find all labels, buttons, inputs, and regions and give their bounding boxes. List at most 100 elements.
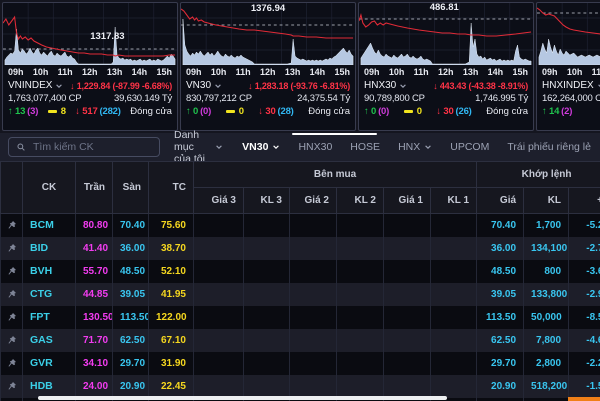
sub-col-header[interactable]: Giá 3 — [193, 187, 244, 214]
index-panel-hnxindex[interactable]: 09h10h11h12h13h14h15hHNXINDEX162,264,000… — [536, 2, 600, 131]
bottom-right-accent — [568, 397, 600, 401]
tab-label: Trái phiếu riêng lẻ — [507, 141, 591, 153]
matched-price-cell: 20.90 — [476, 374, 525, 398]
ticker-cell[interactable]: BVH — [22, 259, 76, 283]
ticker-cell[interactable]: BID — [22, 236, 76, 260]
search-box[interactable] — [8, 137, 160, 157]
index-panel-vnindex[interactable]: 1317.83 09h 10h 11h 12h 13h 14h 15h VNINDEX ↓ 1,2… — [2, 2, 178, 131]
decliners-stat: ↓ 30 (26) — [436, 106, 472, 117]
tab-upcom[interactable]: UPCOM — [441, 133, 498, 161]
tab-hose[interactable]: HOSE — [341, 133, 389, 161]
col-header-ceiling[interactable]: Trần — [75, 161, 113, 214]
pin-icon — [8, 381, 16, 390]
bid-cell — [383, 282, 431, 306]
unchanged-stat: 0 — [403, 106, 422, 117]
tab-vn30[interactable]: VN30 — [233, 133, 289, 161]
reference-cell: 41.95 — [148, 282, 194, 306]
pin-button[interactable] — [0, 236, 23, 260]
index-name[interactable]: VN30 — [186, 80, 222, 91]
bid-cell — [336, 351, 384, 375]
pin-button[interactable] — [0, 282, 23, 306]
axis-label: 12h — [437, 66, 454, 77]
bid-cell — [243, 213, 290, 237]
sub-col-header[interactable]: Giá — [476, 187, 525, 214]
index-charts-row: 1317.83 09h 10h 11h 12h 13h 14h 15h VNINDEX ↓ 1,2… — [0, 0, 600, 133]
pin-button[interactable] — [0, 374, 23, 398]
time-axis: 09h 10h 11h 12h 13h 14h 15h — [181, 65, 355, 78]
unchanged-stat: 0 — [225, 106, 244, 117]
tab-label: VN30 — [242, 141, 269, 153]
reference-cell: 22.45 — [148, 374, 194, 398]
board-tabs: VN30 HNX30 HOSE HNX UPCOM Trái phiếu riêng lẻ — [233, 133, 600, 161]
sub-col-header[interactable]: KL — [523, 187, 570, 214]
session-status: Đóng cửa — [486, 106, 528, 117]
index-name[interactable]: HNXINDEX — [542, 80, 600, 91]
index-name[interactable]: HNX30 — [364, 80, 407, 91]
pin-button[interactable] — [0, 259, 23, 283]
change-cell: -8.50 — [568, 305, 600, 329]
bid-cell — [336, 282, 384, 306]
index-chart — [537, 3, 600, 65]
ticker-cell[interactable]: GAS — [22, 328, 76, 352]
col-header-floor[interactable]: Sàn — [112, 161, 149, 214]
bid-cell — [193, 236, 244, 260]
sub-col-header[interactable]: Giá 2 — [289, 187, 337, 214]
bid-cell — [193, 259, 244, 283]
tab-hnx30[interactable]: HNX30 — [289, 133, 341, 161]
col-header-reference[interactable]: TC — [148, 161, 194, 214]
axis-label: 13h — [284, 66, 301, 77]
matched-volume-cell: 134,100 — [523, 236, 570, 260]
matched-volume-cell — [523, 397, 570, 401]
ticker-cell[interactable]: HDB — [22, 374, 76, 398]
index-panel-vn30[interactable]: 1376.94 09h 10h 11h 12h 13h 14h 15h VN30 ↓ 1,283.… — [180, 2, 356, 131]
matched-price-cell: 29.70 — [476, 351, 525, 375]
pin-button[interactable] — [0, 213, 23, 237]
matched-volume-cell: 1,700 — [523, 213, 570, 237]
bid-cell — [193, 328, 244, 352]
ticker-cell[interactable]: CTG — [22, 282, 76, 306]
bid-cell — [243, 236, 290, 260]
pin-button[interactable] — [0, 328, 23, 352]
bid-cell — [336, 259, 384, 283]
watchlist-dropdown[interactable]: Danh mục của tôi — [174, 129, 223, 165]
active-tab-indicator — [292, 133, 377, 135]
pin-button[interactable] — [0, 305, 23, 329]
bid-cell — [289, 328, 337, 352]
bid-cell — [193, 374, 244, 398]
tab-hnx[interactable]: HNX — [389, 133, 441, 161]
pin-button[interactable] — [0, 351, 23, 375]
index-panel-hnx30[interactable]: 486.81 09h 10h 11h 12h 13h 14h 15h HNX30 ↓ 443.43… — [358, 2, 534, 131]
tab-trái-phiếu-riêng-lẻ[interactable]: Trái phiếu riêng lẻ — [498, 133, 600, 161]
pin-button[interactable] — [0, 397, 23, 401]
bid-cell — [383, 305, 431, 329]
axis-label: 11h — [413, 66, 429, 77]
sub-col-header[interactable]: Giá 1 — [383, 187, 431, 214]
ticker-cell[interactable]: GVR — [22, 351, 76, 375]
axis-label: 14h — [131, 66, 148, 77]
sub-col-header[interactable]: KL 2 — [336, 187, 384, 214]
index-name[interactable]: VNINDEX — [8, 80, 63, 91]
bid-cell — [383, 236, 431, 260]
bid-cell — [243, 351, 290, 375]
watchlist-label: Danh mục của tôi — [174, 129, 205, 165]
sub-col-header[interactable]: +/- — [568, 187, 600, 214]
horizontal-scrollbar-thumb[interactable] — [38, 396, 447, 400]
ticker-cell[interactable]: BCM — [22, 213, 76, 237]
search-input[interactable] — [31, 140, 151, 154]
ticker-cell[interactable]: FPT — [22, 305, 76, 329]
sub-col-header[interactable]: KL 3 — [243, 187, 290, 214]
col-header-ck[interactable]: CK — [22, 161, 76, 214]
index-volume: 90,789,800 CP — [364, 93, 425, 104]
ceiling-cell: 130.50 — [75, 305, 113, 329]
floor-cell: 62.50 — [112, 328, 149, 352]
axis-label: 11h — [591, 66, 600, 77]
sub-col-header[interactable]: KL 1 — [429, 187, 478, 214]
